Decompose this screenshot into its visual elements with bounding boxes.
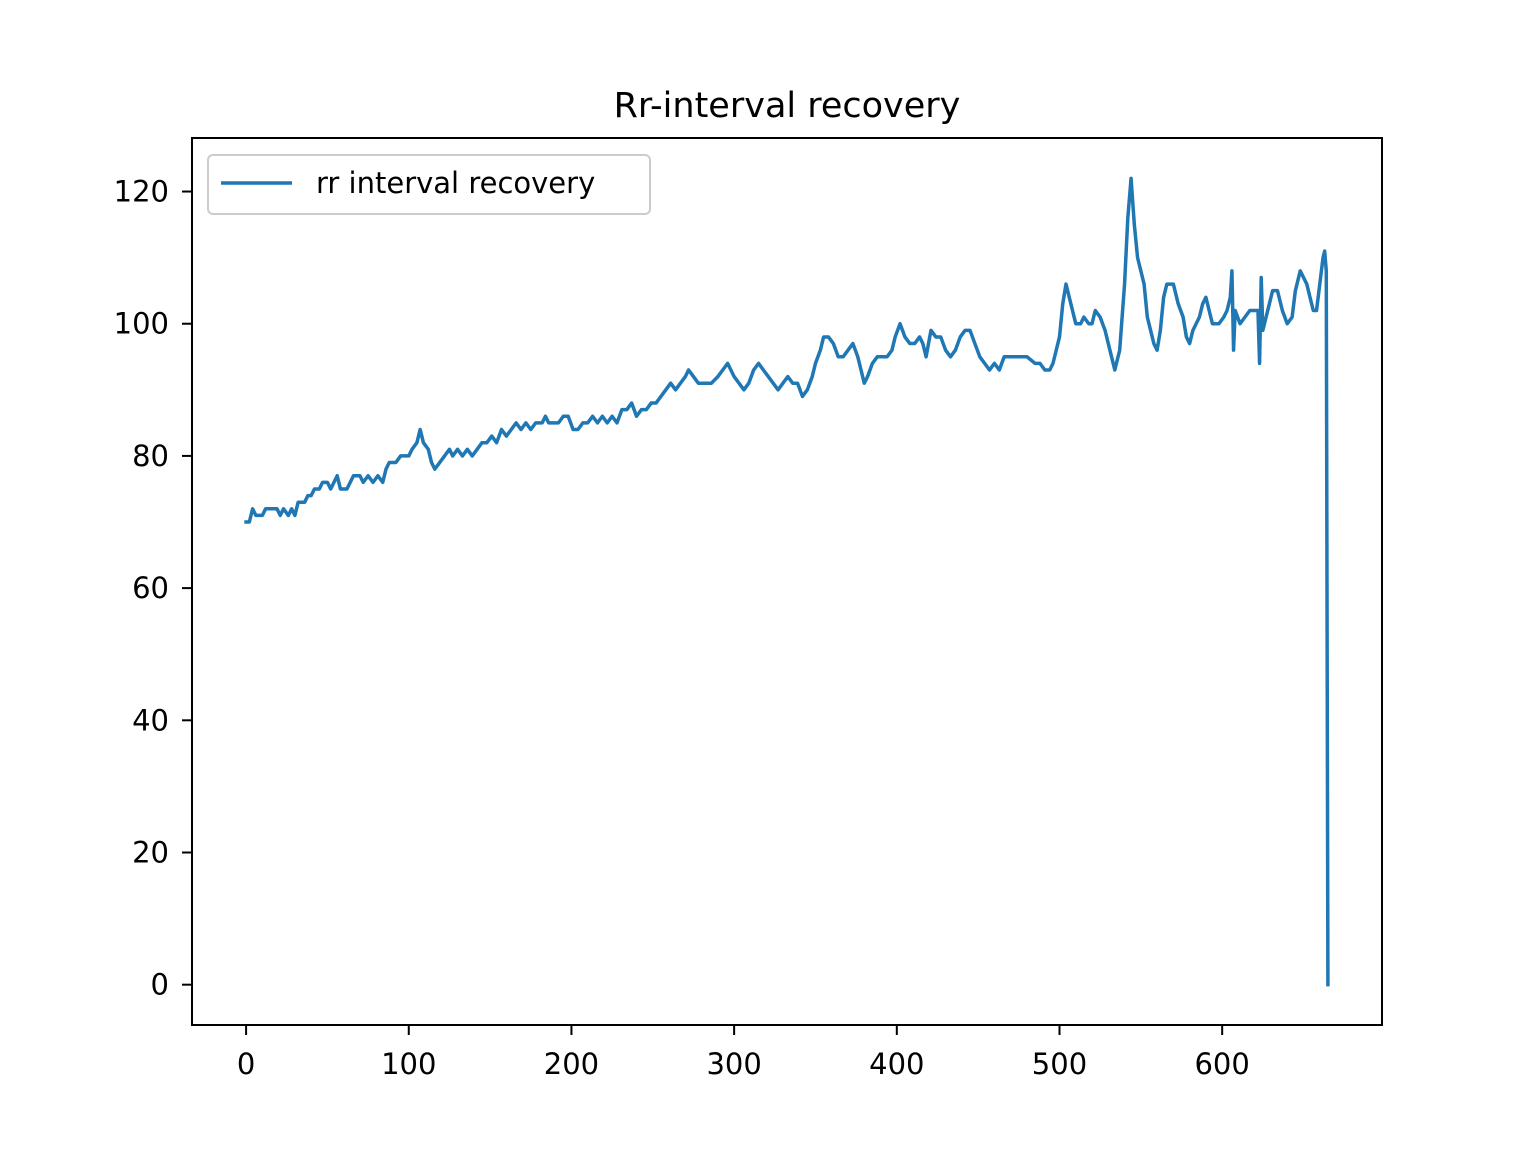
legend-box <box>207 154 651 215</box>
y-tick-label: 40 <box>132 703 169 737</box>
y-tick-label: 80 <box>132 439 169 473</box>
y-axis: 0 20 40 60 80 100 120 <box>114 175 192 1002</box>
x-axis: 0 100 200 300 400 500 600 <box>237 1025 1250 1081</box>
legend-label: rr interval recovery <box>316 166 595 200</box>
y-tick-label: 0 <box>151 968 169 1002</box>
chart-title: Rr-interval recovery <box>614 86 961 126</box>
x-tick-label: 0 <box>237 1047 255 1081</box>
x-tick-label: 300 <box>706 1047 761 1081</box>
series-layer <box>244 176 1330 987</box>
x-tick-label: 100 <box>381 1047 436 1081</box>
x-tick-label: 200 <box>544 1047 599 1081</box>
y-tick-label: 120 <box>114 175 169 209</box>
plot-frame <box>191 137 1383 1026</box>
x-tick-label: 400 <box>869 1047 924 1081</box>
x-tick-label: 600 <box>1194 1047 1249 1081</box>
legend: rr interval recovery <box>207 154 651 215</box>
y-tick-label: 100 <box>114 307 169 341</box>
x-tick-label: 500 <box>1032 1047 1087 1081</box>
y-tick-label: 20 <box>132 835 169 869</box>
series-line-0 <box>244 176 1330 987</box>
y-tick-label: 60 <box>132 571 169 605</box>
